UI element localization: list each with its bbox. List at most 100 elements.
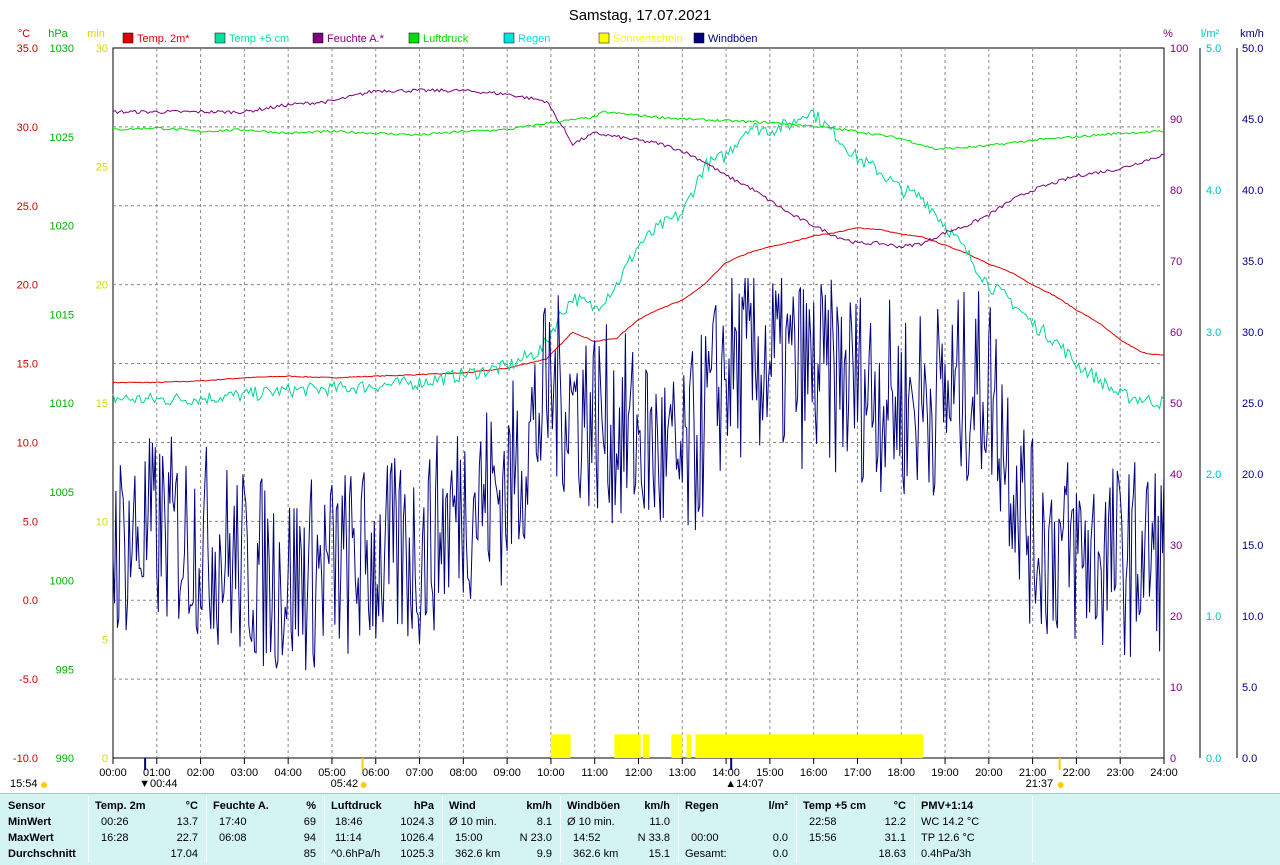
humidity-tick-label: 30 xyxy=(1170,540,1182,552)
chart-title: Samstag, 17.07.2021 xyxy=(569,7,712,24)
regen-unit: l/m² xyxy=(768,800,788,812)
x-tick-label: 00:00 xyxy=(99,767,127,779)
windboeen-max-time: 14:52 xyxy=(573,832,601,844)
windboeen-max: N 33.8 xyxy=(637,832,670,844)
wind-tick-label: 5.0 xyxy=(1242,682,1257,694)
sunshine-tick-label: 30 xyxy=(96,43,108,55)
sunshine-tick-label: 10 xyxy=(96,516,108,528)
humidity-tick-label: 40 xyxy=(1170,469,1182,481)
rain-tick-label: 1.0 xyxy=(1206,611,1221,623)
luftdruck-unit: hPa xyxy=(413,800,434,812)
rain-tick-label: 2.0 xyxy=(1206,469,1221,481)
temp-tick-label: 30.0 xyxy=(17,122,38,134)
x-tick-label: 07:00 xyxy=(406,767,434,779)
statistics-table: Sensor MinWert MaxWert Durchschnitt Temp… xyxy=(0,793,1280,865)
pressure-line xyxy=(112,110,1165,151)
row-label-min: MinWert xyxy=(8,816,52,828)
legend-swatch xyxy=(693,32,705,44)
temp-tick-label: 0.0 xyxy=(23,595,38,607)
x-tick-label: 14:00 xyxy=(712,767,740,779)
legend-label: Sonnenschein xyxy=(613,33,683,45)
pressure-axis-unit: hPa xyxy=(48,28,68,40)
wind-header: Wind xyxy=(449,800,476,812)
feuchte-unit: % xyxy=(306,800,316,812)
regen-header: Regen xyxy=(685,800,719,812)
windboeen-avg: 15.1 xyxy=(648,848,670,860)
temp-tick-label: 20.0 xyxy=(17,280,38,292)
sunshine-bar xyxy=(695,734,924,758)
humidity-tick-label: 0 xyxy=(1170,753,1176,765)
x-tick-label: 11:00 xyxy=(581,767,608,779)
weather-chart: Samstag, 17.07.2021 °C hPa min % l/m² km… xyxy=(10,7,1264,790)
sunshine-tick-label: 5 xyxy=(102,635,108,647)
humidity-line xyxy=(112,88,1165,249)
stats-col-wind: Wind km/h Ø 10 min. 8.1 15:00 N 23.0 362… xyxy=(443,794,560,865)
legend-label: Temp. 2m* xyxy=(137,33,190,45)
pressure-tick-label: 1000 xyxy=(50,576,74,588)
x-tick-label: 12:00 xyxy=(625,767,653,779)
stats-col-sensor: Sensor MinWert MaxWert Durchschnitt xyxy=(0,794,88,865)
pressure-tick-label: 1010 xyxy=(50,398,74,410)
x-axis: 00:00 01:00 02:00 03:00 04:00 05:00 06:00 07:00… xyxy=(99,758,1178,779)
pmv-windchill: WC 14.2 °C xyxy=(921,816,980,828)
windboeen-header: Windböen xyxy=(567,800,621,812)
sensor-header: Sensor xyxy=(8,800,46,812)
sunshine-bar xyxy=(686,734,692,758)
sunshine-bar xyxy=(642,734,650,758)
legend-swatch xyxy=(122,32,134,44)
humidity-tick-label: 10 xyxy=(1170,682,1182,694)
windboeen-distance: 362.6 km xyxy=(573,848,619,860)
x-tick-label: 17:00 xyxy=(844,767,872,779)
pressure-tick-label: 1020 xyxy=(50,221,74,233)
temp2m-header: Temp. 2m xyxy=(95,800,146,812)
legend-label: Luftdruck xyxy=(423,33,469,45)
legend-swatch xyxy=(214,32,226,44)
temp-2m-line xyxy=(112,227,1165,384)
legend-swatch xyxy=(312,32,324,44)
luftdruck-header: Luftdruck xyxy=(331,800,382,812)
rain-tick-label: 0.0 xyxy=(1206,753,1221,765)
wind-distance: 362.6 km xyxy=(455,848,501,860)
stats-col-luftdruck: Luftdruck hPa 18:46 1024.3 11:14 1026.4 … xyxy=(325,794,442,865)
wind-axis-unit: km/h xyxy=(1240,28,1264,40)
feuchte-avg: 85 xyxy=(303,848,316,860)
luftdruck-max: 1026.4 xyxy=(400,832,434,844)
legend-swatch xyxy=(503,32,515,44)
sunshine-bar xyxy=(671,734,683,758)
sunset-marker-label: 21:37 xyxy=(1026,778,1054,790)
series-lines xyxy=(112,88,1165,671)
legend-label: Windböen xyxy=(708,33,758,45)
x-tick-label: 22:00 xyxy=(1063,767,1091,779)
wind-tick-label: 35.0 xyxy=(1242,256,1263,268)
time-markers: ▼00:44 ▲14:07 05:42 21:37 15:54 xyxy=(10,758,1064,790)
stats-col-pmv: PMV+1:14 WC 14.2 °C TP 12.6 °C 0.4hPa/3h xyxy=(915,794,1032,865)
wind-max-time: 15:00 xyxy=(455,832,483,844)
legend-label: Regen xyxy=(518,33,550,45)
temp2m-max-time: 16:28 xyxy=(101,832,129,844)
x-tick-label: 18:00 xyxy=(887,767,915,779)
pmv-header: PMV+1:14 xyxy=(921,800,974,812)
temp-5cm-line xyxy=(112,109,1165,410)
humidity-tick-label: 100 xyxy=(1170,43,1188,55)
temp2m-avg: 17.04 xyxy=(170,848,198,860)
x-tick-label: 01:00 xyxy=(143,767,171,779)
wind-tick-label: 30.0 xyxy=(1242,327,1263,339)
stats-col-temp5: Temp +5 cm °C 22:58 12.2 15:56 31.1 18.6… xyxy=(797,794,914,865)
legend-swatch xyxy=(598,32,610,44)
humidity-tick-label: 70 xyxy=(1170,256,1182,268)
temp5-min: 12.2 xyxy=(884,816,906,828)
wind-min: 8.1 xyxy=(536,816,552,828)
windboeen-unit: km/h xyxy=(644,800,670,812)
stats-col-windboeen: Windböen km/h Ø 10 min. 11.0 14:52 N 33.… xyxy=(561,794,678,865)
luftdruck-min: 1024.3 xyxy=(400,816,434,828)
humidity-tick-label: 90 xyxy=(1170,114,1182,126)
x-tick-label: 06:00 xyxy=(362,767,390,779)
sunshine-bar xyxy=(550,734,571,758)
temp2m-min-time: 00:26 xyxy=(101,816,129,828)
luftdruck-trend: ^0.6hPa/h xyxy=(331,848,381,860)
max-temp-marker-label: ▲14:07 xyxy=(725,778,763,790)
humidity-tick-label: 80 xyxy=(1170,185,1182,197)
temp2m-min: 13.7 xyxy=(176,816,198,828)
stats-col-regen: Regen l/m² 00:00 0.0 Gesamt: 0.0 xyxy=(679,794,796,865)
sunshine-tick-label: 0 xyxy=(102,753,108,765)
